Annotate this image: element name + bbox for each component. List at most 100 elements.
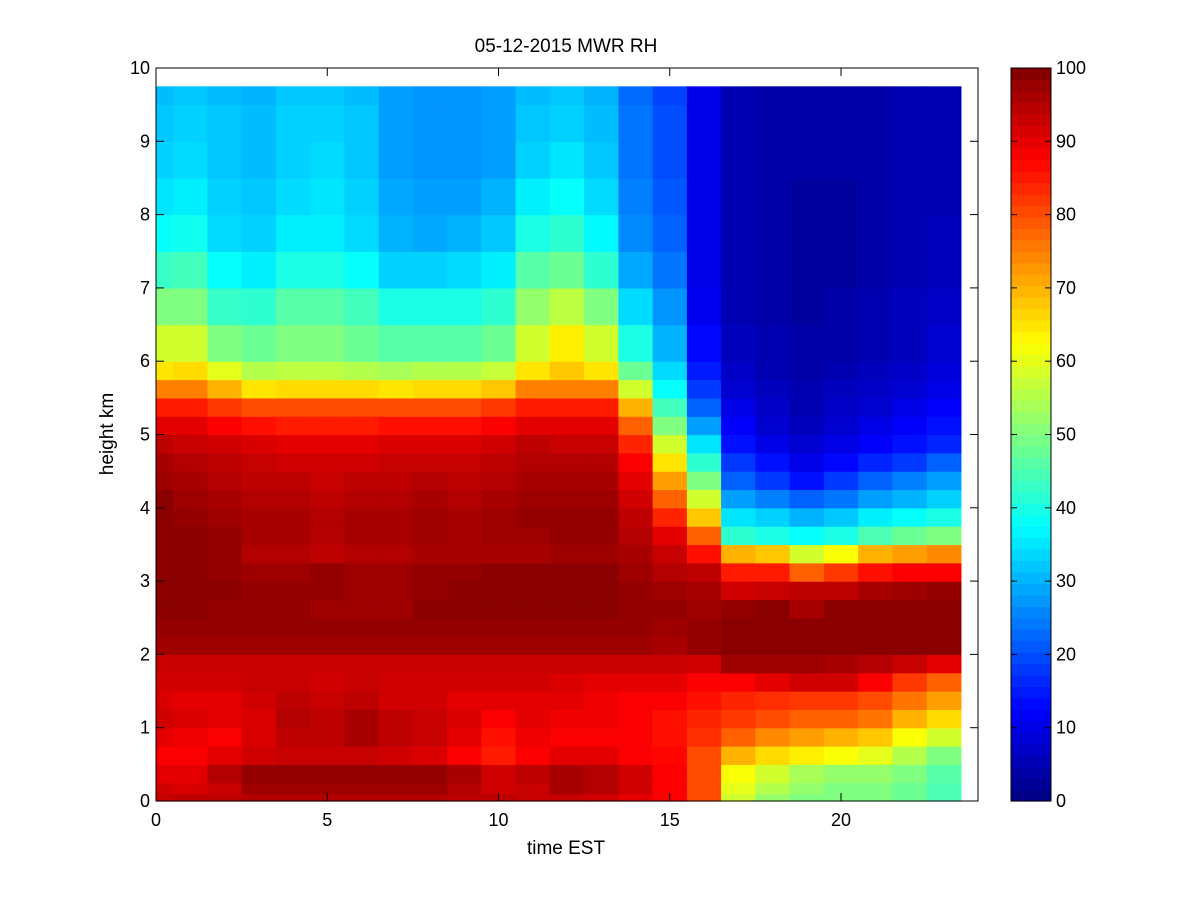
heatmap-cell [823, 434, 859, 454]
heatmap-cell [378, 617, 414, 637]
heatmap-cell [549, 434, 585, 454]
heatmap-cell [618, 581, 654, 601]
heatmap-cell [378, 251, 414, 289]
heatmap-cell [584, 764, 619, 784]
heatmap-cell [721, 379, 756, 399]
heatmap-cell [618, 526, 654, 546]
heatmap-cell [447, 287, 482, 326]
heatmap-cell [241, 793, 277, 802]
heatmap-cell [584, 507, 619, 527]
heatmap-cell [721, 709, 756, 729]
heatmap-cell [310, 507, 345, 527]
heatmap-cell [549, 86, 585, 106]
heatmap-cell [652, 764, 688, 784]
heatmap-cell [156, 526, 174, 546]
heatmap-cell [858, 672, 893, 692]
heatmap-cell [344, 104, 380, 142]
heatmap-cell [721, 581, 756, 601]
heatmap-cell [481, 581, 517, 601]
heatmap-cell [481, 599, 517, 619]
heatmap-cell [447, 793, 482, 802]
heatmap-cell [275, 526, 311, 546]
heatmap-cell [686, 361, 722, 381]
colorbar-segment [1011, 388, 1051, 401]
heatmap-cell [892, 251, 928, 289]
heatmap-cell [926, 324, 962, 362]
colorbar-segment [1011, 354, 1051, 367]
heatmap-cell [926, 636, 962, 655]
heatmap-cell [652, 636, 688, 655]
heatmap-cell [275, 782, 311, 795]
heatmap-cell [515, 544, 551, 564]
heatmap-cell [721, 86, 756, 106]
heatmap-cell [207, 471, 243, 491]
heatmap-cell [447, 526, 482, 546]
heatmap-cell [447, 361, 482, 381]
heatmap-cell [275, 581, 311, 601]
heatmap-cell [926, 489, 962, 509]
y-tick-label: 3 [140, 571, 150, 591]
heatmap-cell [412, 104, 448, 142]
heatmap-cell [652, 599, 688, 619]
colorbar-segment [1011, 491, 1051, 504]
heatmap-cell [926, 177, 962, 216]
heatmap-cell [412, 599, 448, 619]
heatmap-cell [755, 324, 791, 362]
heatmap-cell [275, 324, 311, 362]
heatmap-cell [926, 709, 962, 729]
heatmap-cell [892, 471, 928, 491]
heatmap-cell [686, 746, 722, 765]
heatmap-cell [412, 214, 448, 252]
heatmap-cell [207, 416, 243, 436]
heatmap-cell [789, 581, 825, 601]
heatmap-cell [652, 746, 688, 765]
heatmap-cell [789, 324, 825, 362]
heatmap-cell [755, 793, 791, 802]
heatmap-cell [481, 251, 517, 289]
heatmap-cell [207, 397, 243, 417]
heatmap-cell [344, 324, 380, 362]
heatmap-cell [652, 416, 688, 436]
heatmap-cell [823, 361, 859, 381]
heatmap-cell [310, 746, 345, 765]
heatmap-cell [275, 471, 311, 491]
heatmap-cell [721, 489, 756, 509]
heatmap-cell [412, 324, 448, 362]
heatmap-cell [549, 709, 585, 729]
heatmap-cell [549, 727, 585, 747]
heatmap-cell [584, 416, 619, 436]
heatmap-cell [275, 141, 311, 179]
heatmap-cell [173, 471, 208, 491]
heatmap-cell [823, 581, 859, 601]
heatmap-cell [721, 544, 756, 564]
heatmap-cell [515, 654, 551, 674]
heatmap-cell [858, 764, 893, 784]
heatmap-cell [584, 324, 619, 362]
heatmap-cell [344, 544, 380, 564]
heatmap-cell [755, 379, 791, 399]
heatmap-cell [584, 287, 619, 326]
heatmap-cell [481, 104, 517, 142]
heatmap-cell [926, 416, 962, 436]
heatmap-cell [686, 782, 722, 795]
heatmap-cell [926, 672, 962, 692]
heatmap-cell [412, 434, 448, 454]
heatmap-cell [858, 727, 893, 747]
heatmap-cell [241, 746, 277, 765]
heatmap-cell [789, 104, 825, 142]
heatmap-cell [515, 251, 551, 289]
heatmap-cell [481, 489, 517, 509]
colorbar-segment [1011, 686, 1051, 699]
heatmap-cell [721, 782, 756, 795]
heatmap-cell [173, 782, 208, 795]
heatmap-cell [823, 471, 859, 491]
heatmap-cell [344, 507, 380, 527]
heatmap-cell [823, 287, 859, 326]
heatmap-cell [344, 452, 380, 472]
heatmap-cell [275, 507, 311, 527]
heatmap-cell [789, 86, 825, 106]
heatmap-cell [515, 793, 551, 802]
heatmap-cell [173, 397, 208, 417]
colorbar-segment [1011, 102, 1051, 115]
heatmap-cell [173, 654, 208, 674]
